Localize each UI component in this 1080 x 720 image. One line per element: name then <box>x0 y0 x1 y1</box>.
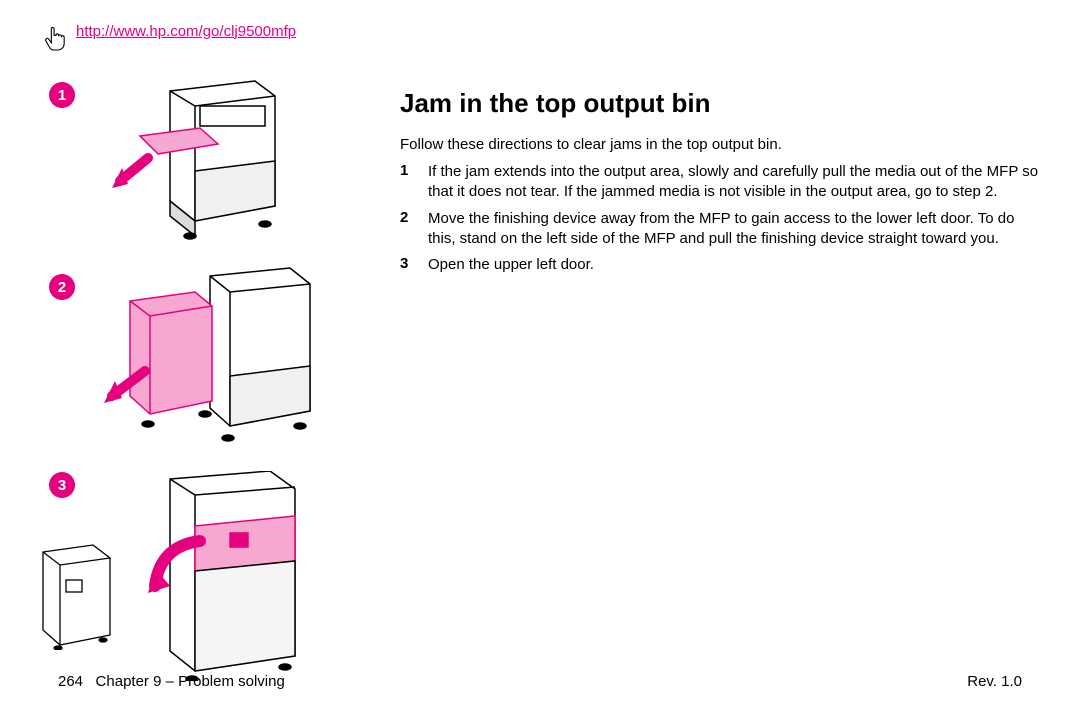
badge-1: 1 <box>49 82 75 108</box>
illustration-3 <box>100 471 310 681</box>
url-bar: http://www.hp.com/go/clj9500mfp <box>44 18 296 44</box>
illustration-column <box>100 76 350 696</box>
illustration-side <box>38 540 116 650</box>
step-row: 3 Open the upper left door. <box>400 255 1040 275</box>
step-text: If the jam extends into the output area,… <box>428 162 1040 203</box>
hand-pointer-icon <box>44 26 66 52</box>
step-number: 2 <box>400 209 414 250</box>
footer: 264 Chapter 9 – Problem solving Rev. 1.0 <box>58 673 1022 690</box>
chapter-label: Chapter 9 – Problem solving <box>96 673 285 690</box>
illustration-1 <box>100 76 310 251</box>
footer-left: 264 Chapter 9 – Problem solving <box>58 673 285 690</box>
footer-right: Rev. 1.0 <box>967 673 1022 690</box>
url-link[interactable]: http://www.hp.com/go/clj9500mfp <box>76 23 296 40</box>
page-title: Jam in the top output bin <box>400 88 711 119</box>
badge-2: 2 <box>49 274 75 300</box>
step-number: 3 <box>400 255 414 275</box>
intro-text: Follow these directions to clear jams in… <box>400 136 1020 153</box>
step-row: 1 If the jam extends into the output are… <box>400 162 1040 203</box>
step-text: Move the finishing device away from the … <box>428 209 1040 250</box>
step-text: Open the upper left door. <box>428 255 594 275</box>
steps-list: 1 If the jam extends into the output are… <box>400 162 1040 281</box>
page-number: 264 <box>58 673 83 690</box>
step-row: 2 Move the finishing device away from th… <box>400 209 1040 250</box>
step-number: 1 <box>400 162 414 203</box>
illustration-2 <box>100 266 330 456</box>
badge-3: 3 <box>49 472 75 498</box>
